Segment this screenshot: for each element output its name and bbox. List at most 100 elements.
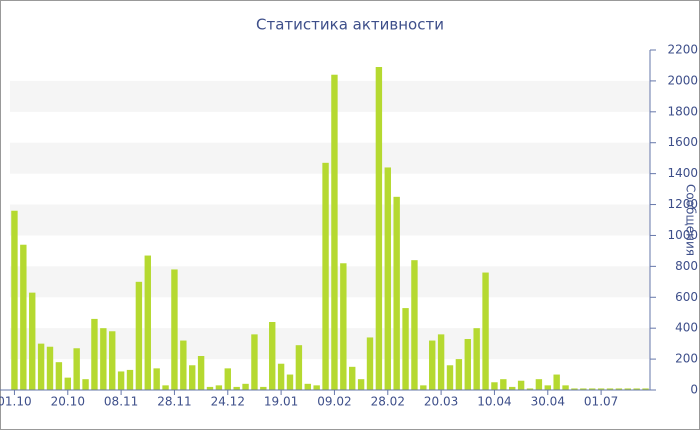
y-tick-label: 1000 [667,228,698,242]
bar [535,379,543,390]
grid-band [10,142,650,174]
bar [251,334,258,390]
bar [615,388,623,390]
bar [189,365,196,390]
bar [37,343,45,390]
bar [517,380,525,390]
bar [233,386,240,390]
bar [553,374,560,390]
grid-band [10,204,650,236]
x-tick-label: 09.02 [317,395,351,409]
bar [633,388,640,390]
bar [322,162,329,390]
y-tick-label: 400 [675,321,698,335]
bar [597,388,605,390]
y-tick-label: 200 [675,352,698,366]
bar [100,328,107,390]
bar [20,244,27,390]
bar [153,368,160,390]
grid-band [10,266,650,298]
y-tick-label: 800 [675,259,698,273]
bar [429,340,436,390]
bar [500,379,507,390]
bar [126,369,134,390]
x-tick-label: 24.12 [211,395,245,409]
bar [464,339,471,390]
bar [242,383,249,390]
bar [277,363,285,390]
y-tick-label: 1200 [667,197,698,211]
y-tick-label: 600 [675,290,698,304]
bar [544,385,551,390]
x-tick-label: 19.01 [264,395,298,409]
x-tick-label: 28.11 [157,395,191,409]
bar [206,386,214,390]
grid-band [10,80,650,112]
bar [29,292,36,390]
x-tick-label: 01.07 [584,395,618,409]
bar [375,67,383,390]
bar [526,388,534,390]
x-tick-label: 20.10 [51,395,85,409]
bar [109,331,116,390]
bar [55,362,63,390]
bar [313,385,320,390]
bar [411,260,418,390]
bar [269,322,276,390]
bar [482,272,489,390]
bar [393,196,400,390]
bar [144,255,151,390]
bar [420,385,427,390]
bar [64,377,71,390]
bar [571,388,578,390]
x-tick-label: 30.04 [531,395,565,409]
bar [446,365,454,390]
bar [46,346,54,390]
bar [402,308,409,390]
bar [197,356,205,390]
y-tick-label: 1600 [667,135,698,149]
bar [304,383,311,390]
x-tick-label: 10.04 [477,395,511,409]
bar [11,210,18,390]
bar [295,345,303,390]
bar [215,385,223,390]
bar [473,328,480,390]
bar [589,388,596,390]
bar [366,337,374,390]
bar [340,263,347,390]
y-tick-label: 1800 [667,104,698,118]
bar [135,281,143,390]
bar [180,340,187,390]
bar [286,374,294,390]
bar [624,388,631,390]
bar [606,388,614,390]
bar [437,334,445,390]
bar [73,348,80,390]
bar [357,379,365,390]
y-tick-label: 0 [690,383,698,397]
bar [349,366,356,390]
bar [562,385,569,390]
y-axis-title: Сообщения [684,184,698,256]
bar [491,382,498,390]
bar [580,388,587,390]
bar [642,388,649,390]
x-tick-label: 01.10 [0,395,32,409]
bar [82,379,89,390]
bar [509,386,516,390]
chart-title: Статистика активности [256,16,444,34]
bar [224,368,231,390]
bar [331,74,338,391]
bar [117,371,125,390]
bar [260,386,267,390]
x-tick-label: 08.11 [104,395,138,409]
x-tick-label: 20.03 [424,395,458,409]
bar [384,167,391,390]
y-tick-label: 2000 [667,73,698,87]
bar [162,385,169,390]
bar [171,269,178,390]
y-tick-label: 2200 [667,43,698,57]
